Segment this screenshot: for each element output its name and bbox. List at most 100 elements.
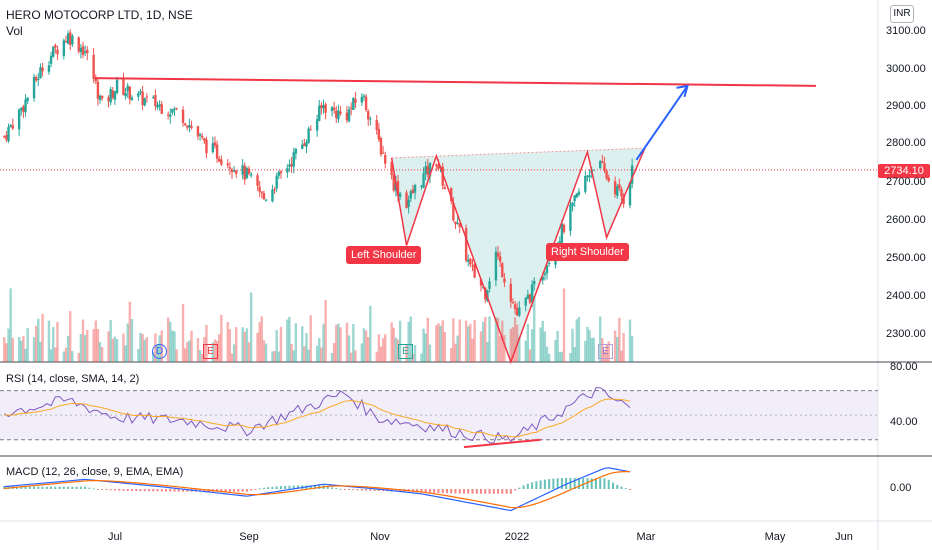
candle-body [109,89,112,103]
currency-button[interactable]: INR [890,5,914,23]
volume-bar [292,350,295,362]
volume-bar [286,319,289,362]
candle-body [375,119,378,130]
macd-histogram-bar [369,489,372,491]
earnings-event-icon[interactable]: E [203,344,218,359]
volume-bar [390,322,393,362]
macd-histogram-bar [271,486,274,489]
volume-bar [394,337,398,362]
volume-bar [77,352,80,362]
candle-body [39,67,42,79]
macd-histogram-bar [607,479,610,489]
volume-bar [188,340,191,362]
candle-body [479,279,483,286]
volume-bar [203,337,206,362]
volume-bar [7,328,10,362]
volume-bar [473,320,476,362]
volume-bar [220,314,223,362]
macd-histogram-bar [169,489,172,492]
candle-body [396,181,400,196]
candle-body [441,166,444,186]
candle-body [620,188,623,197]
earnings-event-icon[interactable]: E [398,344,413,359]
macd-histogram-bar [377,489,380,492]
volume-bar [64,347,68,362]
volume-bar [439,325,442,362]
volume-bar [573,347,576,362]
volume-bar [258,322,261,362]
x-tick-label: May [764,531,786,543]
candle-body [264,199,268,201]
macd-histogram-bar [75,486,78,489]
candle-body [141,91,144,105]
candle-body [188,125,191,128]
volume-bar [420,353,423,362]
earnings-event-icon[interactable]: E [598,344,613,359]
candle-body [128,86,132,100]
macd-histogram-bar [186,489,189,492]
volume-bar [479,331,483,362]
macd-histogram-bar [126,489,129,491]
macd-histogram-bar [147,489,150,492]
candle-body [349,107,353,109]
price-tick-label: 2900.00 [886,100,926,112]
macd-histogram-bar [165,489,168,492]
macd-histogram-bar [41,486,44,489]
volume-bar [513,317,517,362]
volume-bar [213,339,217,362]
volume-bar [441,320,444,362]
candle-body [86,49,89,54]
candle-body [37,78,40,80]
candle-body [122,78,125,96]
macd-histogram-bar [24,486,27,489]
volume-bar [100,347,104,362]
volume-bar [166,317,170,362]
volume-bar [5,343,8,362]
candle-body [367,111,370,120]
x-tick-label: Sep [239,531,259,543]
candle-body [601,161,604,164]
candle-body [183,123,187,126]
macd-histogram-bar [531,482,534,489]
volume-bar [458,319,461,362]
macd-histogram-bar [543,479,546,489]
macd-histogram-bar [326,486,329,489]
macd-histogram-bar [565,477,568,489]
volume-bar [539,327,542,362]
volume-bar [307,349,310,362]
candle-body [230,169,234,172]
candle-body [79,47,83,53]
volume-bar [96,328,100,362]
volume-label: Vol [6,24,23,38]
volume-bar [71,351,74,362]
macd-histogram-bar [360,489,363,491]
volume-bar [279,326,283,362]
volume-bar [128,301,132,362]
volume-bar [130,319,134,362]
rsi-line [3,387,631,444]
candle-body [413,185,417,193]
candle-body [100,95,104,99]
volume-bar [554,340,557,362]
macd-histogram-bar [441,489,444,494]
volume-bar [94,320,97,362]
volume-bar [171,330,174,362]
dividend-event-icon[interactable]: D [152,344,167,359]
candle-body [377,129,381,140]
candle-body [235,170,238,174]
candle-body [320,105,323,108]
candle-body [305,142,308,147]
candle-body [294,148,298,154]
last-price-label: 2734.10 [878,164,930,178]
macd-histogram-bar [569,477,572,489]
candle-body [533,281,536,285]
candle-body [547,262,551,265]
candle-body [143,98,146,106]
macd-histogram-bar [348,489,351,490]
macd-histogram-bar [590,478,593,489]
macd-histogram-bar [611,482,614,489]
candle-body [607,177,610,182]
macd-histogram-bar [411,489,414,492]
candle-body [592,169,596,171]
